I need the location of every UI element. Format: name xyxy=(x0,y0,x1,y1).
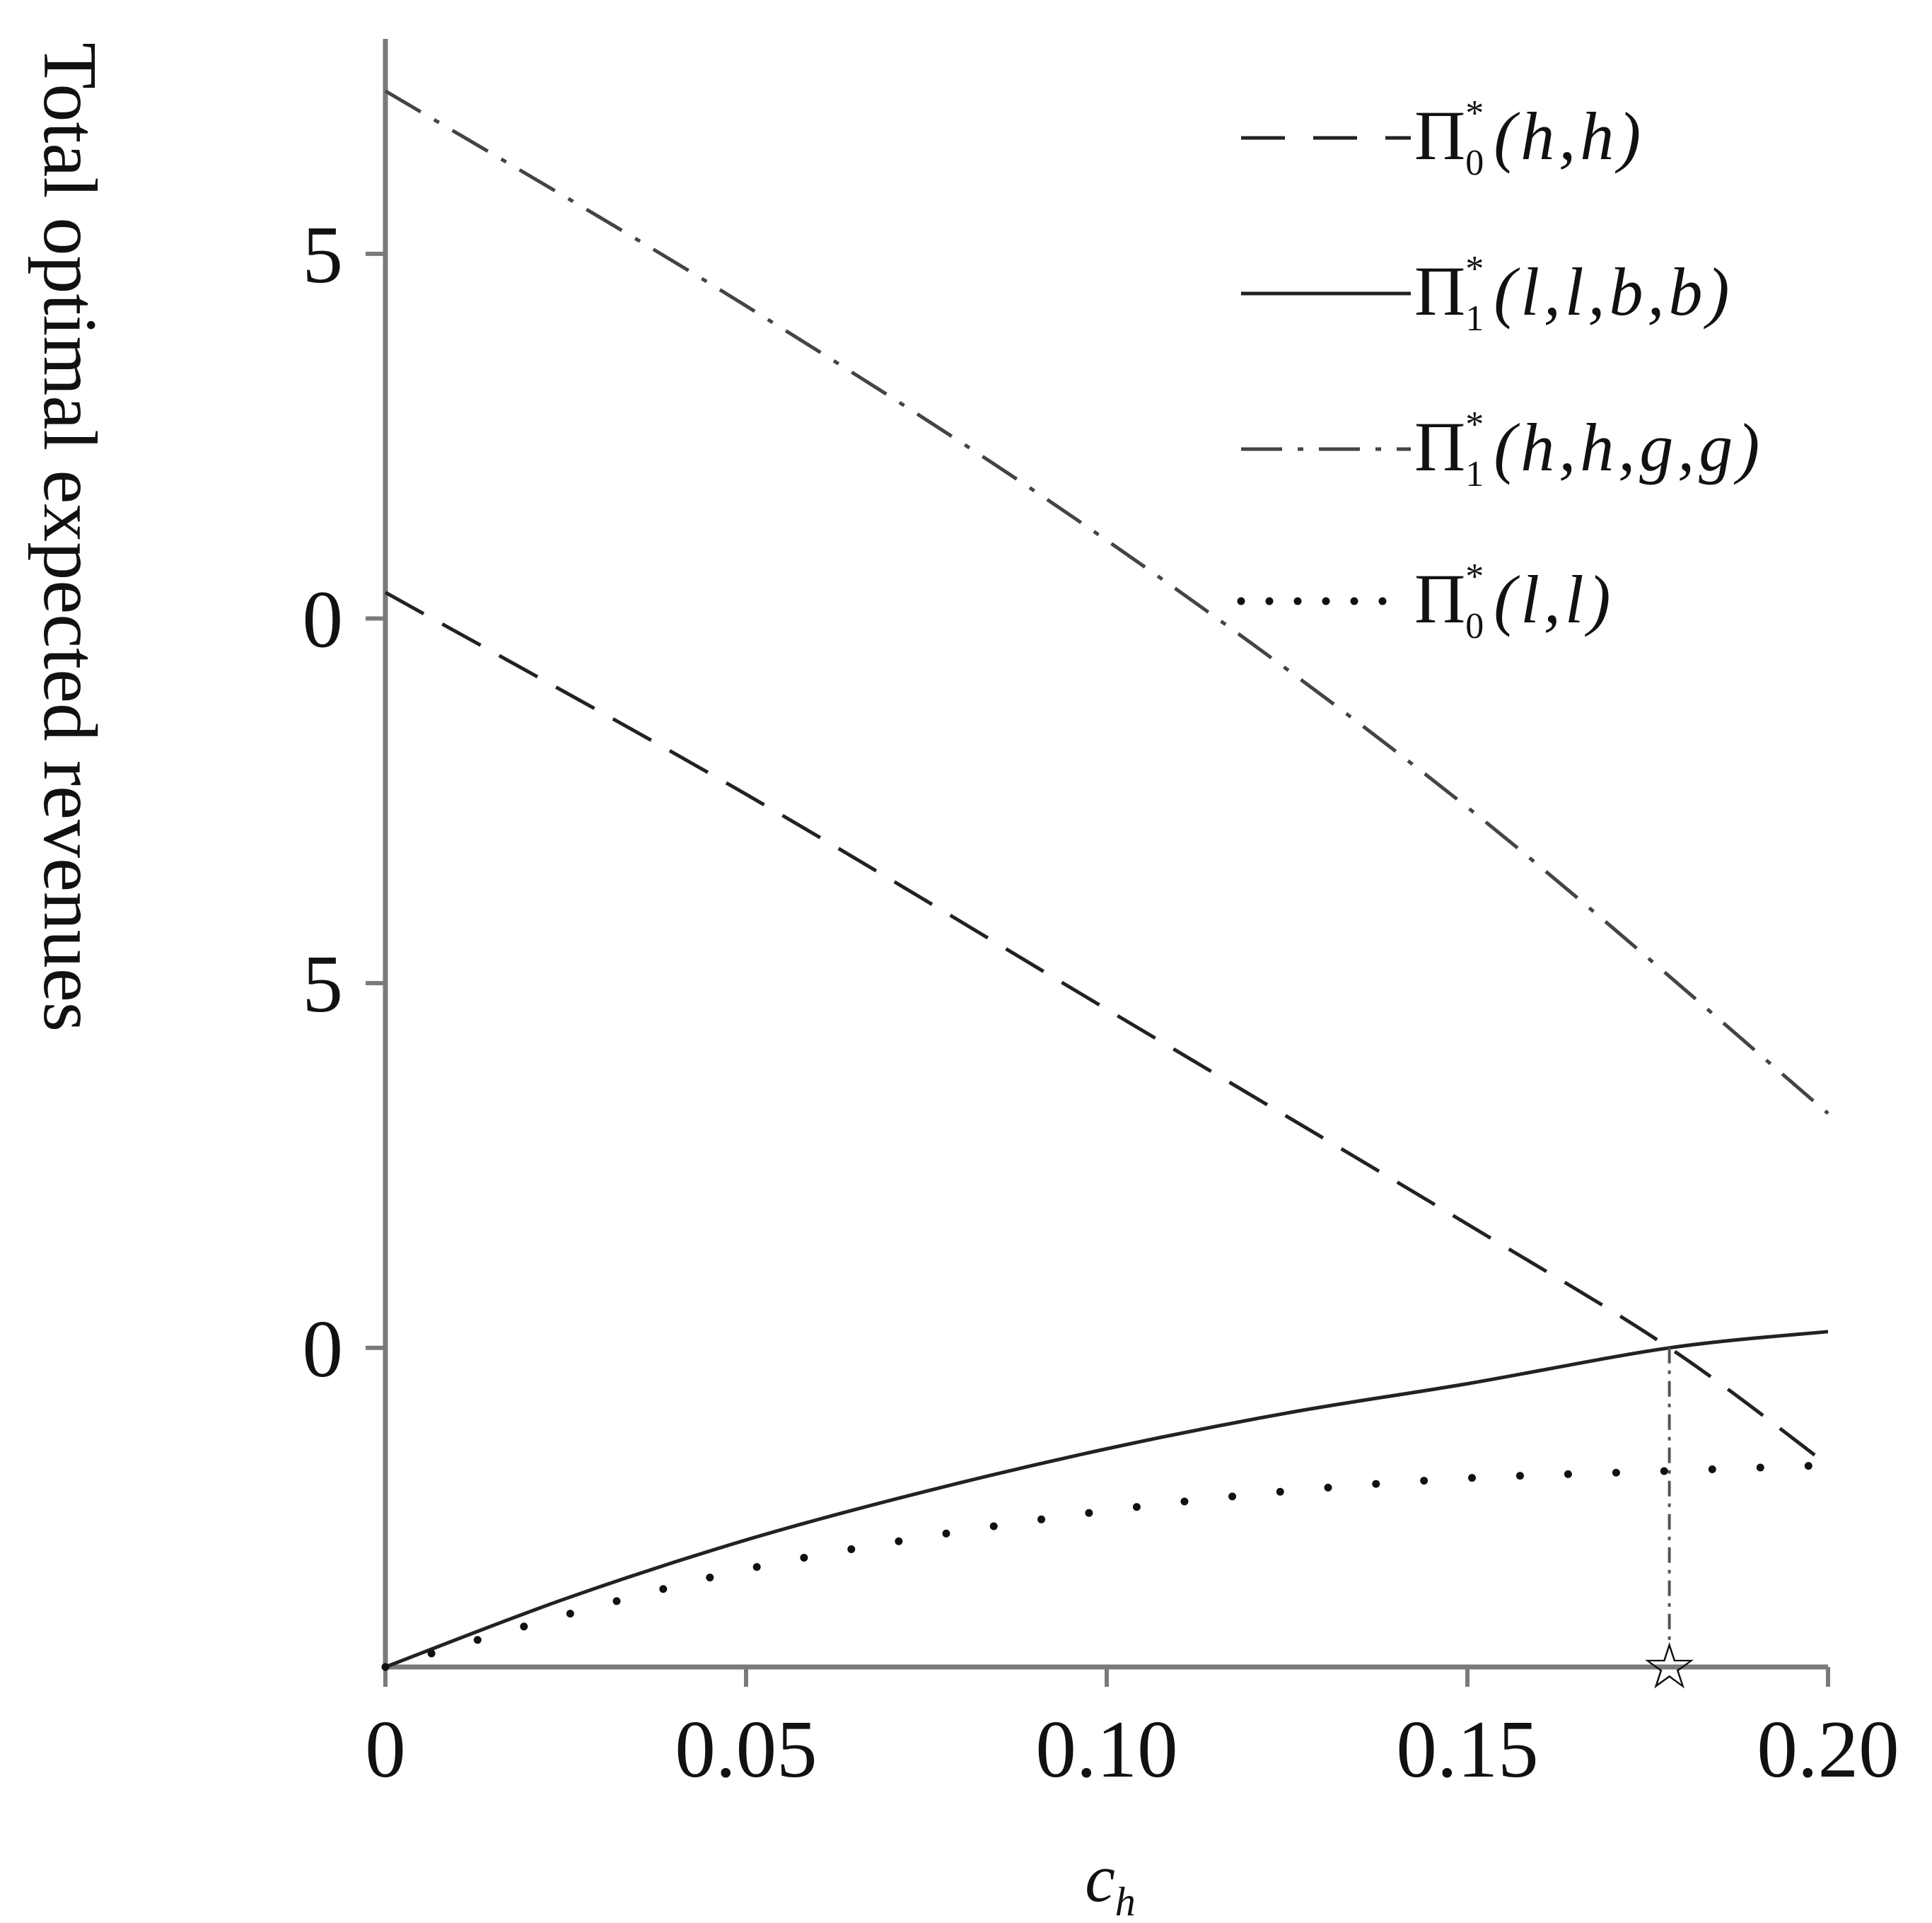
series-pi0-hh-line xyxy=(384,591,1829,1467)
x-axis-label: ch xyxy=(1085,1840,1136,1923)
x-tick-label: 0.15 xyxy=(1396,1704,1538,1794)
series-pi1-llbb-line xyxy=(385,1330,1829,1669)
legend-item: Π* 1 (l,l,b,b) xyxy=(1241,249,1734,339)
x-axis-label-subscript: h xyxy=(1115,1878,1136,1923)
axis-ticks: 0 0.05 0.10 0.15 0.20 0 5 0 5 xyxy=(303,210,1899,1794)
legend-label: Π* 1 (l,l,b,b) xyxy=(1414,249,1734,339)
legend: Π* 0 (h,h) Π* 1 (l,l,b,b) Π* 1 (h,h,g,g) Π* 0 (l,l) xyxy=(1237,93,1764,646)
star-marker: ☆ xyxy=(1641,1632,1698,1702)
x-tick-label: 0 xyxy=(365,1704,406,1794)
data-series xyxy=(381,89,1832,1671)
legend-item: Π* 1 (h,h,g,g) xyxy=(1241,405,1764,494)
y-axis-label: Total optimal expected revenues xyxy=(28,42,112,1032)
legend-item: Π* 0 (l,l) xyxy=(1237,557,1615,646)
legend-label: Π* 0 (h,h) xyxy=(1414,93,1645,183)
y-tick-label: 0 xyxy=(303,575,344,665)
x-tick-label: 0.20 xyxy=(1757,1704,1899,1794)
axis-labels: Total optimal expected revenues ch xyxy=(28,42,1136,1923)
y-tick-label: 5 xyxy=(303,210,344,300)
legend-label: Π* 1 (h,h,g,g) xyxy=(1414,405,1764,494)
legend-label: Π* 0 (l,l) xyxy=(1414,557,1615,646)
legend-item: Π* 0 (h,h) xyxy=(1241,93,1645,183)
y-tick-label: 5 xyxy=(303,939,344,1029)
annotations: ☆ xyxy=(1641,1347,1698,1702)
x-axis-label-main: c xyxy=(1085,1840,1115,1916)
x-tick-label: 0.05 xyxy=(675,1704,817,1794)
y-tick-label: 0 xyxy=(303,1304,344,1394)
x-tick-label: 0.10 xyxy=(1035,1704,1177,1794)
series-pi0-ll-line xyxy=(381,1461,1832,1671)
